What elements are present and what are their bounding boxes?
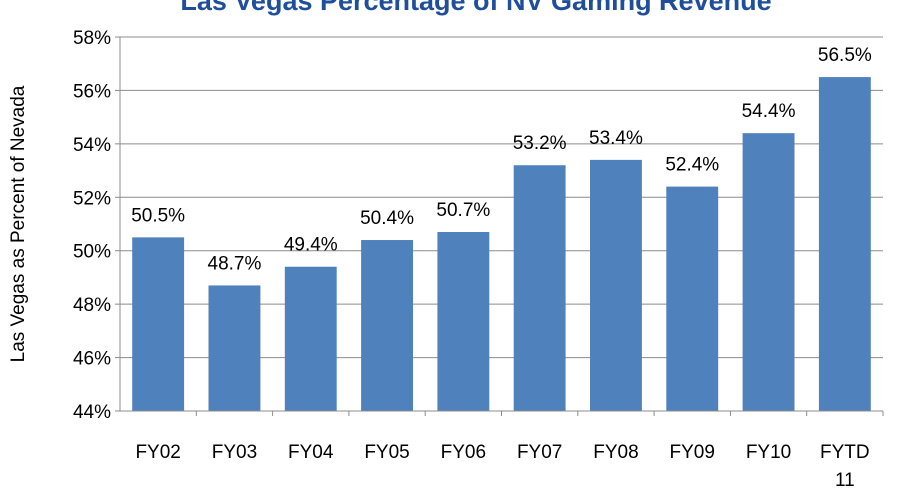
x-tick-label: FY10: [746, 442, 791, 463]
data-label: 49.4%: [284, 235, 338, 256]
bar: [284, 266, 337, 411]
x-tick-label: FY09: [670, 442, 715, 463]
y-tick-label: 48%: [73, 295, 111, 316]
bar: [361, 240, 413, 411]
bar: [590, 159, 642, 411]
y-axis-label: Las Vegas as Percent of Nevada: [8, 85, 29, 362]
data-labels: 50.5% 48.7% 49.4% 50.4% 50.7% 53.2% 53.4% 52.4%…: [131, 45, 872, 274]
bar: [132, 237, 185, 411]
data-label: 50.7%: [436, 200, 490, 221]
x-tick-label: FY03: [212, 442, 257, 463]
y-tick-label: 46%: [73, 349, 111, 370]
x-tick-label: 11: [835, 470, 855, 491]
bar: [437, 232, 490, 411]
data-label: 54.4%: [742, 101, 796, 122]
bar: [666, 186, 719, 411]
data-label: 52.4%: [665, 155, 719, 176]
x-tick-label: FY07: [517, 442, 562, 463]
chart-title: Las Vegas Percentage of NV Gaming Revenu…: [180, 0, 771, 16]
x-tick-label: FY06: [441, 442, 486, 463]
data-label: 56.5%: [818, 45, 872, 66]
data-label: 48.7%: [208, 253, 262, 274]
x-tick-label: FYTD: [820, 442, 870, 463]
y-tick-label: 58%: [73, 28, 111, 49]
x-tick-label: FY04: [288, 442, 334, 463]
data-label: 50.5%: [131, 205, 185, 226]
bar: [208, 285, 261, 411]
data-label: 50.4%: [360, 208, 414, 229]
bars: [132, 77, 871, 412]
x-tick-label: FY05: [364, 442, 409, 463]
bar: [818, 77, 871, 412]
x-tick-label: FY02: [135, 442, 180, 463]
bar: [742, 133, 795, 411]
y-tick-label: 44%: [73, 402, 111, 423]
y-tick-label: 54%: [73, 135, 111, 156]
y-tick-label: 56%: [73, 81, 111, 102]
y-tick-label: 50%: [73, 242, 111, 263]
bar: [513, 165, 566, 411]
y-tick-label: 52%: [73, 188, 111, 209]
data-label: 53.4%: [589, 128, 643, 149]
x-axis-ticks: FY02 FY03 FY04 FY05 FY06 FY07 FY08 FY09 FY10 FYTD…: [135, 411, 884, 491]
x-tick-label: FY08: [593, 442, 638, 463]
data-label: 53.2%: [513, 133, 567, 154]
y-axis-ticks: 44% 46% 48% 50% 52% 54% 56% 58%: [73, 28, 120, 423]
